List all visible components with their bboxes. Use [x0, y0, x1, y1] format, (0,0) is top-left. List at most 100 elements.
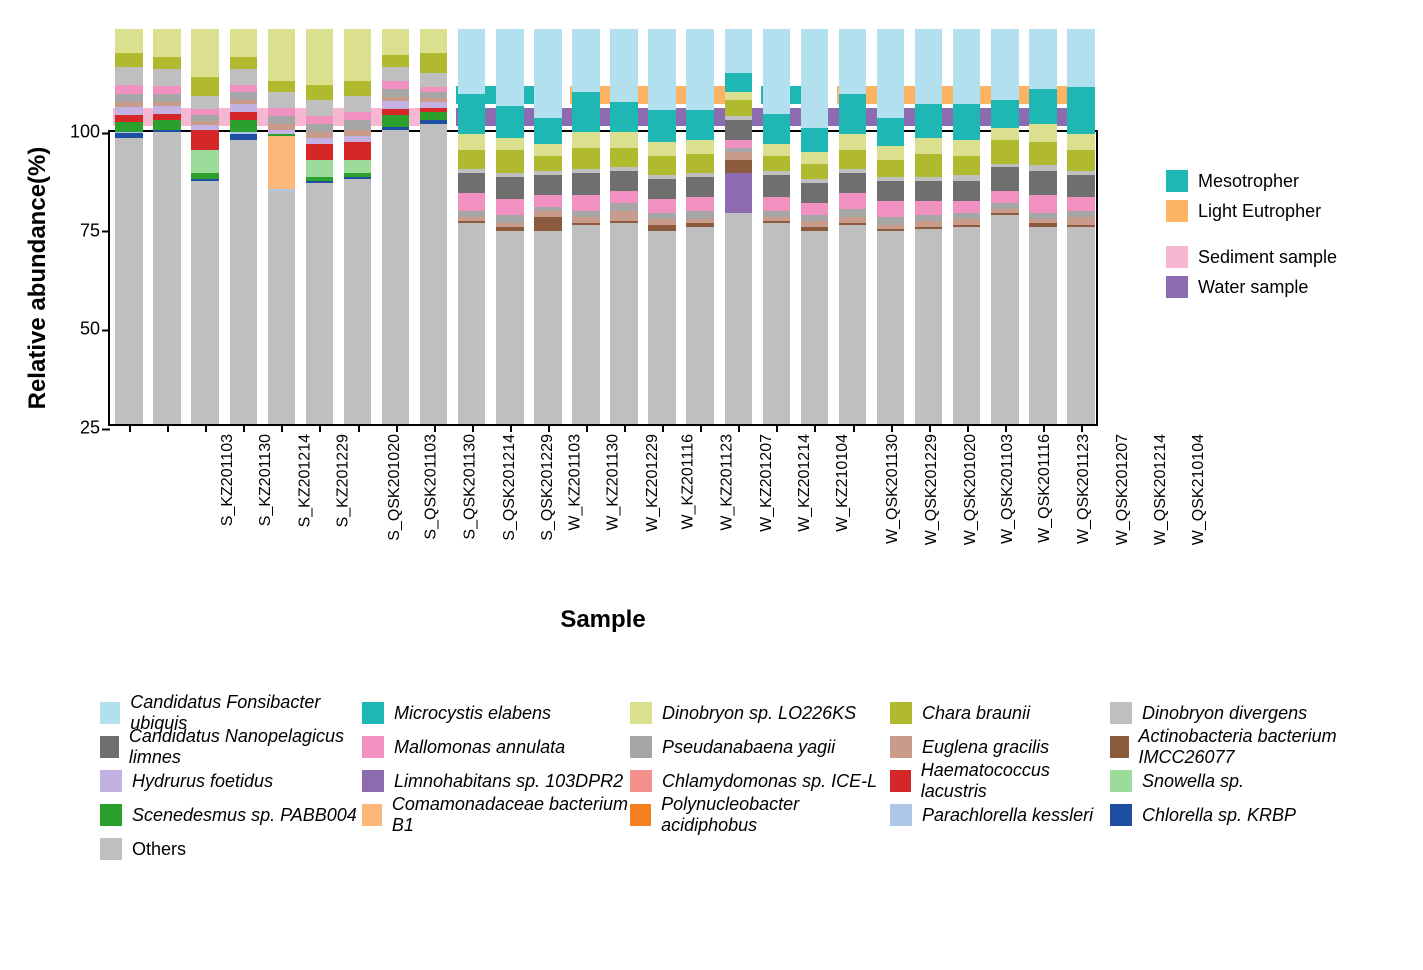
bar-segment: [268, 189, 295, 191]
x-tick-label: S_QSK201130: [461, 434, 479, 540]
bar-segment: [534, 231, 561, 424]
species-legend: Candidatus Fonsibacter ubiquisMicrocysti…: [100, 696, 1390, 866]
species-legend-item: Haematococcus lacustris: [890, 764, 1110, 798]
bar-segment: [839, 217, 866, 223]
bar-segment: [382, 101, 409, 109]
side-legend-item: Sediment sample: [1166, 246, 1337, 268]
bar-segment: [306, 29, 333, 84]
x-tick-mark: [814, 424, 816, 432]
bar-segment: [991, 29, 1018, 100]
species-legend-item: Chlamydomonas sp. ICE-L: [630, 764, 890, 798]
legend-label: Chlorella sp. KRBP: [1142, 805, 1296, 826]
bar-segment: [115, 29, 142, 53]
bar-segment: [763, 221, 790, 223]
bar-segment: [801, 203, 828, 215]
bar-segment: [725, 120, 752, 140]
x-tick-label: W_QSK201229: [924, 434, 942, 545]
bar-segment: [572, 148, 599, 170]
bar-segment: [686, 29, 713, 110]
bar-segment: [1067, 134, 1094, 150]
bar-segment: [382, 81, 409, 89]
bar-segment: [420, 112, 447, 120]
bar-segment: [153, 120, 180, 130]
bar-segment: [420, 98, 447, 102]
bar-segment: [230, 92, 257, 100]
bar-segment: [115, 138, 142, 424]
bar-segment: [382, 97, 409, 101]
bar-segment: [877, 160, 904, 178]
bar-segment: [610, 29, 637, 102]
bar-segment: [1029, 219, 1056, 223]
bar-segment: [344, 112, 371, 120]
bar-segment: [725, 29, 752, 72]
species-legend-item: Microcystis elabens: [362, 696, 630, 730]
bar-segment: [648, 175, 675, 179]
bar-segment: [991, 203, 1018, 209]
legend-key-swatch: [1110, 736, 1129, 758]
legend-key-swatch: [1166, 276, 1188, 298]
bar-segment: [953, 219, 980, 225]
bar-segment: [268, 191, 295, 424]
bar-segment: [839, 209, 866, 217]
legend-label: Parachlorella kessleri: [922, 805, 1093, 826]
bar-segment: [572, 29, 599, 92]
bar: [877, 128, 904, 424]
bar-segment: [191, 121, 218, 125]
bar-segment: [572, 195, 599, 211]
bar-segment: [686, 140, 713, 154]
bar-segment: [344, 136, 371, 142]
bar-segment: [115, 133, 142, 138]
bar-segment: [458, 211, 485, 217]
bar-segment: [648, 199, 675, 213]
bar-segment: [686, 173, 713, 177]
bar-segment: [496, 138, 523, 150]
bar-segment: [572, 211, 599, 217]
bar-segment: [458, 94, 485, 133]
x-tick-label: W_QSK201103: [999, 434, 1017, 544]
legend-label: Euglena gracilis: [922, 737, 1049, 758]
bar-segment: [344, 29, 371, 80]
bar: [268, 128, 295, 424]
bar-segment: [801, 29, 828, 128]
bar-segment: [725, 73, 752, 93]
bar-segment: [153, 102, 180, 106]
species-legend-item: Pseudanabaena yagii: [630, 730, 890, 764]
bar-segment: [953, 181, 980, 201]
species-legend-item: Polynucleobacter acidiphobus: [630, 798, 890, 832]
bar-segment: [496, 106, 523, 138]
x-tick-label: S_KZ201229: [335, 434, 353, 527]
x-tick-label: W_QSK201207: [1114, 434, 1132, 545]
bar-segment: [648, 225, 675, 231]
bar-segment: [610, 211, 637, 221]
bar-segment: [725, 140, 752, 148]
bar-segment: [686, 110, 713, 140]
bar-segment: [1067, 211, 1094, 217]
sample-type-legend: MesotropherLight EutropherSediment sampl…: [1166, 170, 1337, 306]
bar-segment: [953, 175, 980, 181]
bar-segment: [268, 134, 295, 136]
bar-segment: [877, 229, 904, 231]
bar: [648, 128, 675, 424]
x-tick-label: S_QSK201103: [423, 434, 441, 540]
bar-segment: [991, 100, 1018, 128]
bar-segment: [496, 215, 523, 223]
bar-segment: [839, 193, 866, 209]
bar-segment: [306, 138, 333, 144]
bar-segment: [191, 150, 218, 174]
legend-key-swatch: [362, 736, 384, 758]
bar-segment: [572, 173, 599, 195]
bar-segment: [953, 104, 980, 140]
x-tick-mark: [586, 424, 588, 432]
species-legend-item: [890, 832, 1110, 866]
bar-segment: [230, 120, 257, 132]
legend-key-swatch: [100, 804, 122, 826]
bar-segment: [763, 114, 790, 144]
bar-segment: [230, 140, 257, 424]
x-tick-label: W_KZ201116: [679, 434, 697, 529]
legend-label: Hydrurus foetidus: [132, 771, 273, 792]
bar-segment: [153, 94, 180, 102]
x-tick-label: W_QSK210104: [1190, 434, 1208, 545]
bar: [610, 128, 637, 424]
bar-segment: [1029, 89, 1056, 125]
bar-segment: [991, 213, 1018, 215]
